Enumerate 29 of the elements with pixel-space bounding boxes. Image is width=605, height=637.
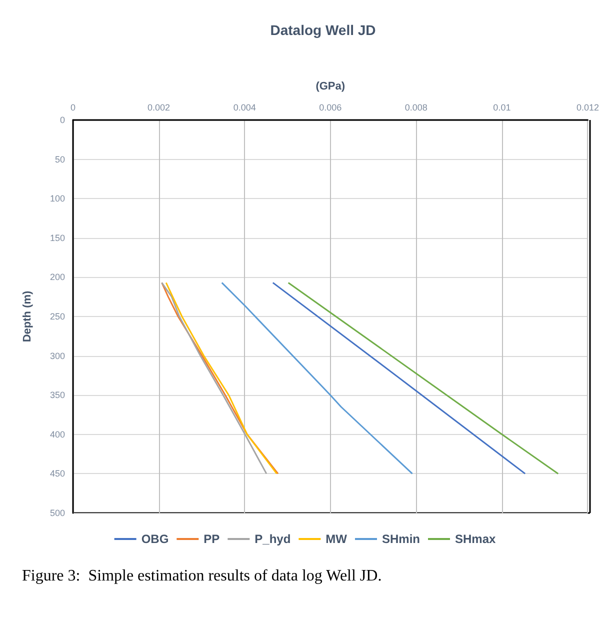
y-tick-label: 200: [50, 272, 65, 282]
y-tick-label: 100: [50, 194, 65, 204]
y-tick-label: 50: [54, 154, 65, 164]
x-tick-label: 0.008: [404, 102, 428, 112]
caption: Figure 3: Simple estimation results of data log Well JD.: [22, 568, 382, 584]
legend-label: MW: [326, 532, 348, 546]
legend-label: SHmin: [382, 532, 420, 546]
y-tick-label: 350: [50, 390, 65, 400]
y-tick-label: 400: [50, 429, 65, 440]
x-tick-label: 0.01: [493, 102, 511, 112]
y-tick-label: 250: [50, 312, 65, 322]
legend-label: P_hyd: [254, 532, 291, 546]
x-tick-label: 0.012: [576, 102, 600, 112]
legend-label: PP: [204, 532, 220, 546]
legend-label: OBG: [141, 532, 169, 546]
x-tick-label: 0.006: [319, 102, 342, 112]
x-tick-label: 0.002: [148, 102, 170, 112]
x-axis-title: (GPa): [316, 80, 346, 92]
line-series: [221, 282, 414, 474]
y-tick-label: 450: [50, 468, 65, 479]
x-tick-label: 0.004: [233, 102, 256, 112]
y-tick-label: 300: [50, 350, 65, 361]
y-tick-label: 150: [50, 232, 65, 243]
legend-label: SHmax: [454, 532, 496, 546]
y-tick-label: 0: [60, 115, 65, 125]
chart-title: Datalog Well JD: [270, 22, 376, 38]
y-tick-label: 500: [50, 508, 65, 518]
y-axis-title: Depth (m): [22, 290, 34, 342]
x-tick-label: 0: [70, 102, 76, 112]
